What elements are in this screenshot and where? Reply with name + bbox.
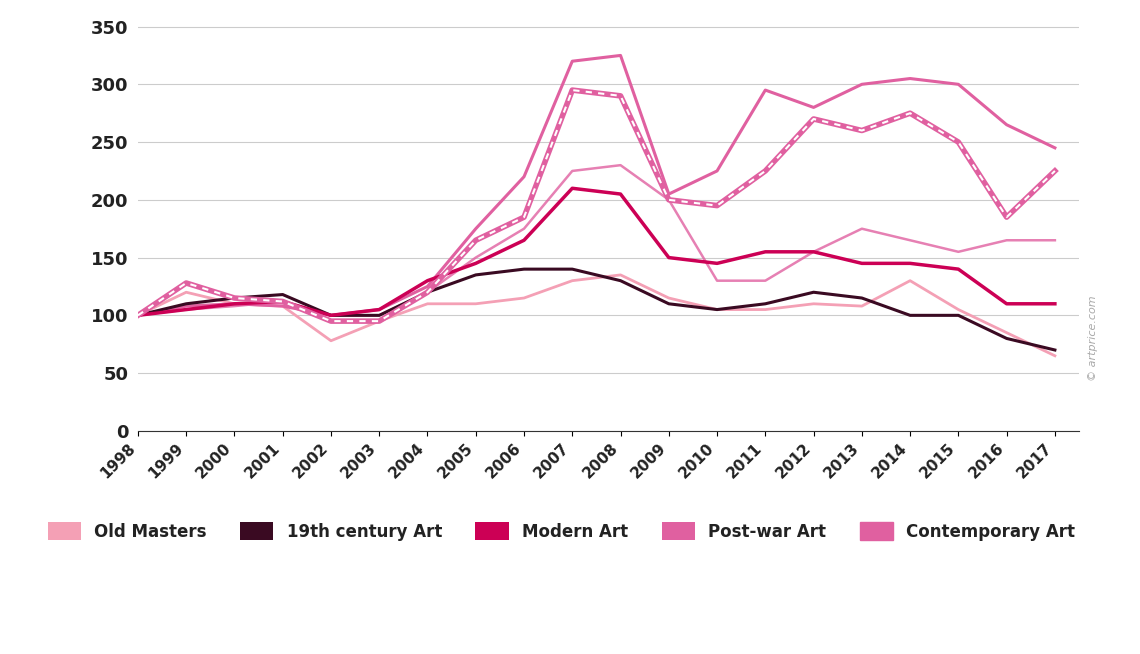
Text: © artprice.com: © artprice.com bbox=[1089, 296, 1099, 381]
Legend: Old Masters, 19th century Art, Modern Art, Post-war Art, Contemporary Art: Old Masters, 19th century Art, Modern Ar… bbox=[41, 516, 1082, 547]
